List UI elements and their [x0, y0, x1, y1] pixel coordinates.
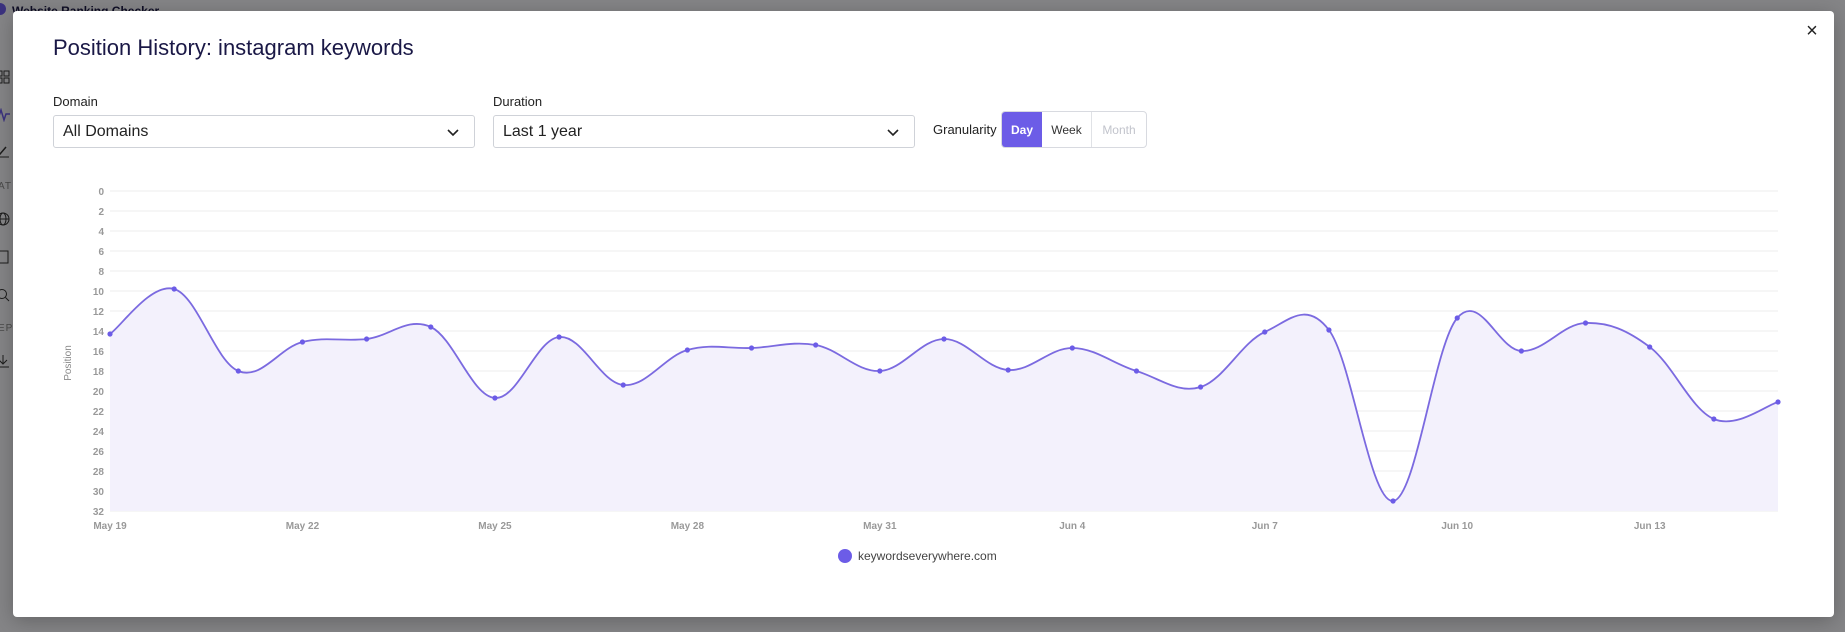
- granularity-toggle-group: Day Week Month: [1001, 111, 1147, 148]
- data-point[interactable]: [748, 345, 755, 351]
- domain-label: Domain: [53, 94, 98, 109]
- y-tick-label: 28: [93, 467, 105, 478]
- data-point[interactable]: [877, 368, 883, 374]
- x-tick-label: Jun 13: [1634, 521, 1666, 531]
- close-icon[interactable]: ×: [1806, 20, 1818, 42]
- y-tick-label: 32: [93, 507, 105, 518]
- data-point[interactable]: [813, 342, 819, 348]
- globe-icon[interactable]: [0, 212, 10, 226]
- granularity-month-button[interactable]: Month: [1102, 122, 1136, 137]
- modal-title: Position History: instagram keywords: [53, 35, 414, 60]
- duration-label: Duration: [493, 94, 543, 109]
- data-point[interactable]: [1262, 329, 1268, 335]
- data-point[interactable]: [492, 395, 498, 401]
- data-point[interactable]: [1198, 384, 1204, 390]
- domain-select[interactable]: All Domains: [53, 115, 475, 148]
- chevron-down-icon: [447, 129, 459, 137]
- y-tick-label: 6: [98, 247, 104, 258]
- data-point[interactable]: [684, 347, 690, 353]
- data-point[interactable]: [1454, 315, 1460, 321]
- data-point[interactable]: [1005, 367, 1011, 373]
- x-tick-label: May 28: [671, 521, 705, 531]
- data-point[interactable]: [1326, 327, 1332, 333]
- y-tick-label: 2: [98, 207, 104, 218]
- series-area: [110, 288, 1778, 511]
- y-tick-label: 16: [93, 347, 105, 358]
- data-point[interactable]: [556, 334, 562, 340]
- y-tick-label: 30: [93, 487, 105, 498]
- legend-swatch: [838, 549, 852, 563]
- data-point[interactable]: [299, 339, 306, 345]
- duration-select[interactable]: Last 1 year: [493, 115, 915, 148]
- data-point[interactable]: [1390, 498, 1396, 504]
- x-axis-ticks: May 19 May 22 May 25 May 28 May 31 Jun 4 Jun 7…: [93, 521, 1666, 531]
- y-tick-label: 0: [98, 187, 104, 198]
- y-tick-label: 26: [93, 447, 105, 458]
- y-tick-label: 4: [98, 227, 104, 238]
- y-tick-label: 20: [93, 387, 105, 398]
- x-tick-label: May 19: [93, 521, 127, 531]
- series-points: [107, 286, 1781, 504]
- y-axis-label: Position: [63, 345, 74, 381]
- data-point[interactable]: [235, 368, 241, 374]
- checklist-icon[interactable]: [0, 144, 10, 158]
- data-point[interactable]: [1069, 345, 1075, 351]
- y-tick-label: 24: [93, 427, 105, 438]
- search-icon[interactable]: [0, 288, 10, 302]
- y-tick-label: 10: [93, 287, 105, 298]
- y-tick-label: 22: [93, 407, 105, 418]
- data-point[interactable]: [107, 331, 113, 337]
- domain-select-value: All Domains: [63, 123, 149, 140]
- data-point[interactable]: [941, 336, 947, 342]
- x-tick-label: May 25: [478, 521, 512, 531]
- data-point[interactable]: [1133, 368, 1140, 374]
- activity-icon[interactable]: [0, 108, 10, 122]
- series-line: [109, 287, 1779, 502]
- duration-select-value: Last 1 year: [503, 123, 583, 140]
- x-tick-label: May 22: [286, 521, 320, 531]
- chart-legend[interactable]: keywordseverywhere.com: [838, 549, 997, 563]
- position-history-modal: Position History: instagram keywords × D…: [13, 11, 1834, 617]
- data-point[interactable]: [428, 324, 434, 330]
- legend-label: keywordseverywhere.com: [858, 549, 997, 563]
- data-point[interactable]: [1582, 320, 1589, 326]
- download-icon[interactable]: [0, 354, 10, 368]
- granularity-week-button[interactable]: Week: [1042, 112, 1092, 147]
- granularity-day-button[interactable]: Day: [1002, 112, 1042, 147]
- x-tick-label: Jun 4: [1059, 521, 1086, 531]
- document-icon[interactable]: [0, 250, 10, 264]
- grid-icon[interactable]: [0, 70, 10, 84]
- sidebar-section-label: AT: [0, 181, 13, 192]
- data-point[interactable]: [171, 286, 177, 292]
- data-point[interactable]: [364, 336, 370, 342]
- chevron-down-icon: [887, 129, 899, 137]
- y-tick-label: 12: [93, 307, 105, 318]
- y-tick-label: 8: [98, 267, 104, 278]
- x-tick-label: Jun 10: [1441, 521, 1473, 531]
- y-tick-label: 18: [93, 367, 105, 378]
- x-tick-label: May 31: [863, 521, 897, 531]
- data-point[interactable]: [620, 382, 626, 388]
- data-point[interactable]: [1775, 399, 1781, 405]
- app-logo-icon: [0, 3, 6, 15]
- data-point[interactable]: [1711, 416, 1717, 422]
- granularity-label: Granularity: [933, 122, 997, 137]
- x-tick-label: Jun 7: [1252, 521, 1279, 531]
- data-point[interactable]: [1518, 348, 1524, 354]
- y-tick-label: 14: [93, 327, 105, 338]
- data-point[interactable]: [1647, 344, 1653, 350]
- sidebar-section-label: EP: [0, 323, 14, 334]
